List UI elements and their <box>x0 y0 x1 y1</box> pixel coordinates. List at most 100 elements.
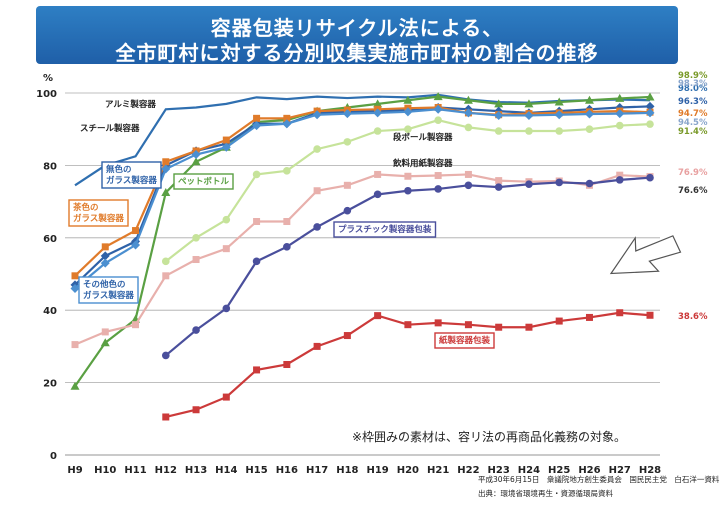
series-line <box>74 95 651 387</box>
data-point <box>555 178 564 187</box>
data-point <box>192 406 200 414</box>
data-point <box>463 95 473 104</box>
data-point <box>162 272 170 280</box>
data-point <box>616 309 624 317</box>
data-point <box>403 107 413 117</box>
series-label-box <box>434 332 495 349</box>
data-point <box>343 332 351 340</box>
data-point <box>252 121 262 131</box>
series-label-box <box>78 276 139 304</box>
x-tick-label: H22 <box>457 465 479 476</box>
data-point <box>71 341 79 349</box>
data-point <box>645 108 655 118</box>
data-point <box>101 243 109 251</box>
data-point <box>434 116 442 124</box>
x-tick-label: H18 <box>336 465 358 476</box>
x-tick-label: H28 <box>639 465 661 476</box>
data-point <box>100 338 110 347</box>
data-point <box>494 99 504 108</box>
data-point <box>495 323 503 331</box>
x-tick-label: H27 <box>609 465 631 476</box>
data-point <box>283 361 291 368</box>
data-point <box>252 170 261 179</box>
y-tick-label: 40 <box>43 306 57 317</box>
end-value-label: 96.3% <box>678 97 708 107</box>
series-label-box <box>333 221 437 238</box>
grid-lines <box>65 92 660 456</box>
data-point <box>494 110 504 120</box>
series-name-label: ガラス製容器 <box>106 175 157 186</box>
y-tick-label: 100 <box>36 89 57 100</box>
data-point <box>101 328 109 336</box>
data-point <box>253 366 261 374</box>
data-point <box>555 127 564 135</box>
data-point <box>615 176 624 184</box>
x-tick-label: H13 <box>185 465 207 476</box>
series-label-box <box>68 199 129 227</box>
data-point <box>283 243 291 251</box>
chart-title-line2: 全市町村に対する分別収集実施市町村の割合の推移 <box>115 41 599 65</box>
data-point <box>161 164 171 174</box>
x-tick-label: H9 <box>67 465 82 476</box>
data-point <box>100 251 110 261</box>
data-point <box>192 234 200 242</box>
series-label-box <box>173 173 234 190</box>
data-point <box>312 110 322 120</box>
data-point <box>192 256 200 264</box>
data-point <box>222 304 231 313</box>
data-point <box>464 181 473 190</box>
data-point <box>615 121 624 130</box>
data-point <box>463 108 473 118</box>
x-tick-label: H15 <box>245 465 267 476</box>
data-point <box>253 218 261 226</box>
series-line <box>74 173 651 346</box>
data-point <box>374 312 382 320</box>
series-name-label: アルミ製容器 <box>105 99 156 110</box>
trend-arrow <box>609 235 682 275</box>
data-point <box>645 92 655 101</box>
data-point <box>434 172 442 180</box>
data-point <box>70 283 80 293</box>
data-point <box>374 170 382 178</box>
end-value-label: 94.7% <box>678 109 708 119</box>
data-point <box>554 110 564 120</box>
data-point <box>191 150 201 160</box>
end-value-label: 94.5% <box>678 118 708 128</box>
data-point <box>645 101 655 111</box>
data-point <box>434 185 442 193</box>
data-point <box>70 381 80 390</box>
data-point <box>313 187 321 195</box>
data-point <box>252 257 261 266</box>
series-name-label: 紙製容器包装 <box>439 335 491 346</box>
series-name-label: ペットボトル <box>178 176 230 187</box>
data-point <box>494 183 503 191</box>
data-point <box>161 188 171 197</box>
data-point <box>373 108 383 118</box>
data-point <box>464 123 473 132</box>
series-line <box>74 106 651 277</box>
data-point <box>161 351 170 360</box>
data-point <box>313 145 321 153</box>
series-label-layer: 98.0%98.3%98.9% 96.3% 94.7%94.5%91.4% 76.9%… <box>68 71 708 349</box>
series-line <box>74 105 651 286</box>
data-point <box>403 95 413 104</box>
trend-arrow-layer <box>609 235 682 275</box>
data-point <box>525 180 533 189</box>
x-tick-label: H25 <box>548 465 570 476</box>
series-name-label: 無色の <box>106 164 132 175</box>
data-point <box>313 342 321 350</box>
data-point <box>434 319 442 327</box>
data-point <box>615 109 625 119</box>
data-point <box>585 179 594 188</box>
series-line <box>74 108 651 290</box>
data-point <box>555 317 563 325</box>
data-point <box>433 104 443 114</box>
data-point <box>343 138 352 146</box>
data-point <box>222 215 231 224</box>
series-name-label: その他色の <box>83 279 126 290</box>
series-name-label: プラスチック製容器包装 <box>338 224 432 235</box>
data-point <box>464 321 472 329</box>
data-point <box>373 190 382 199</box>
source-line2: 出典：環境省環境再生・資源循環局資料 <box>478 489 613 498</box>
